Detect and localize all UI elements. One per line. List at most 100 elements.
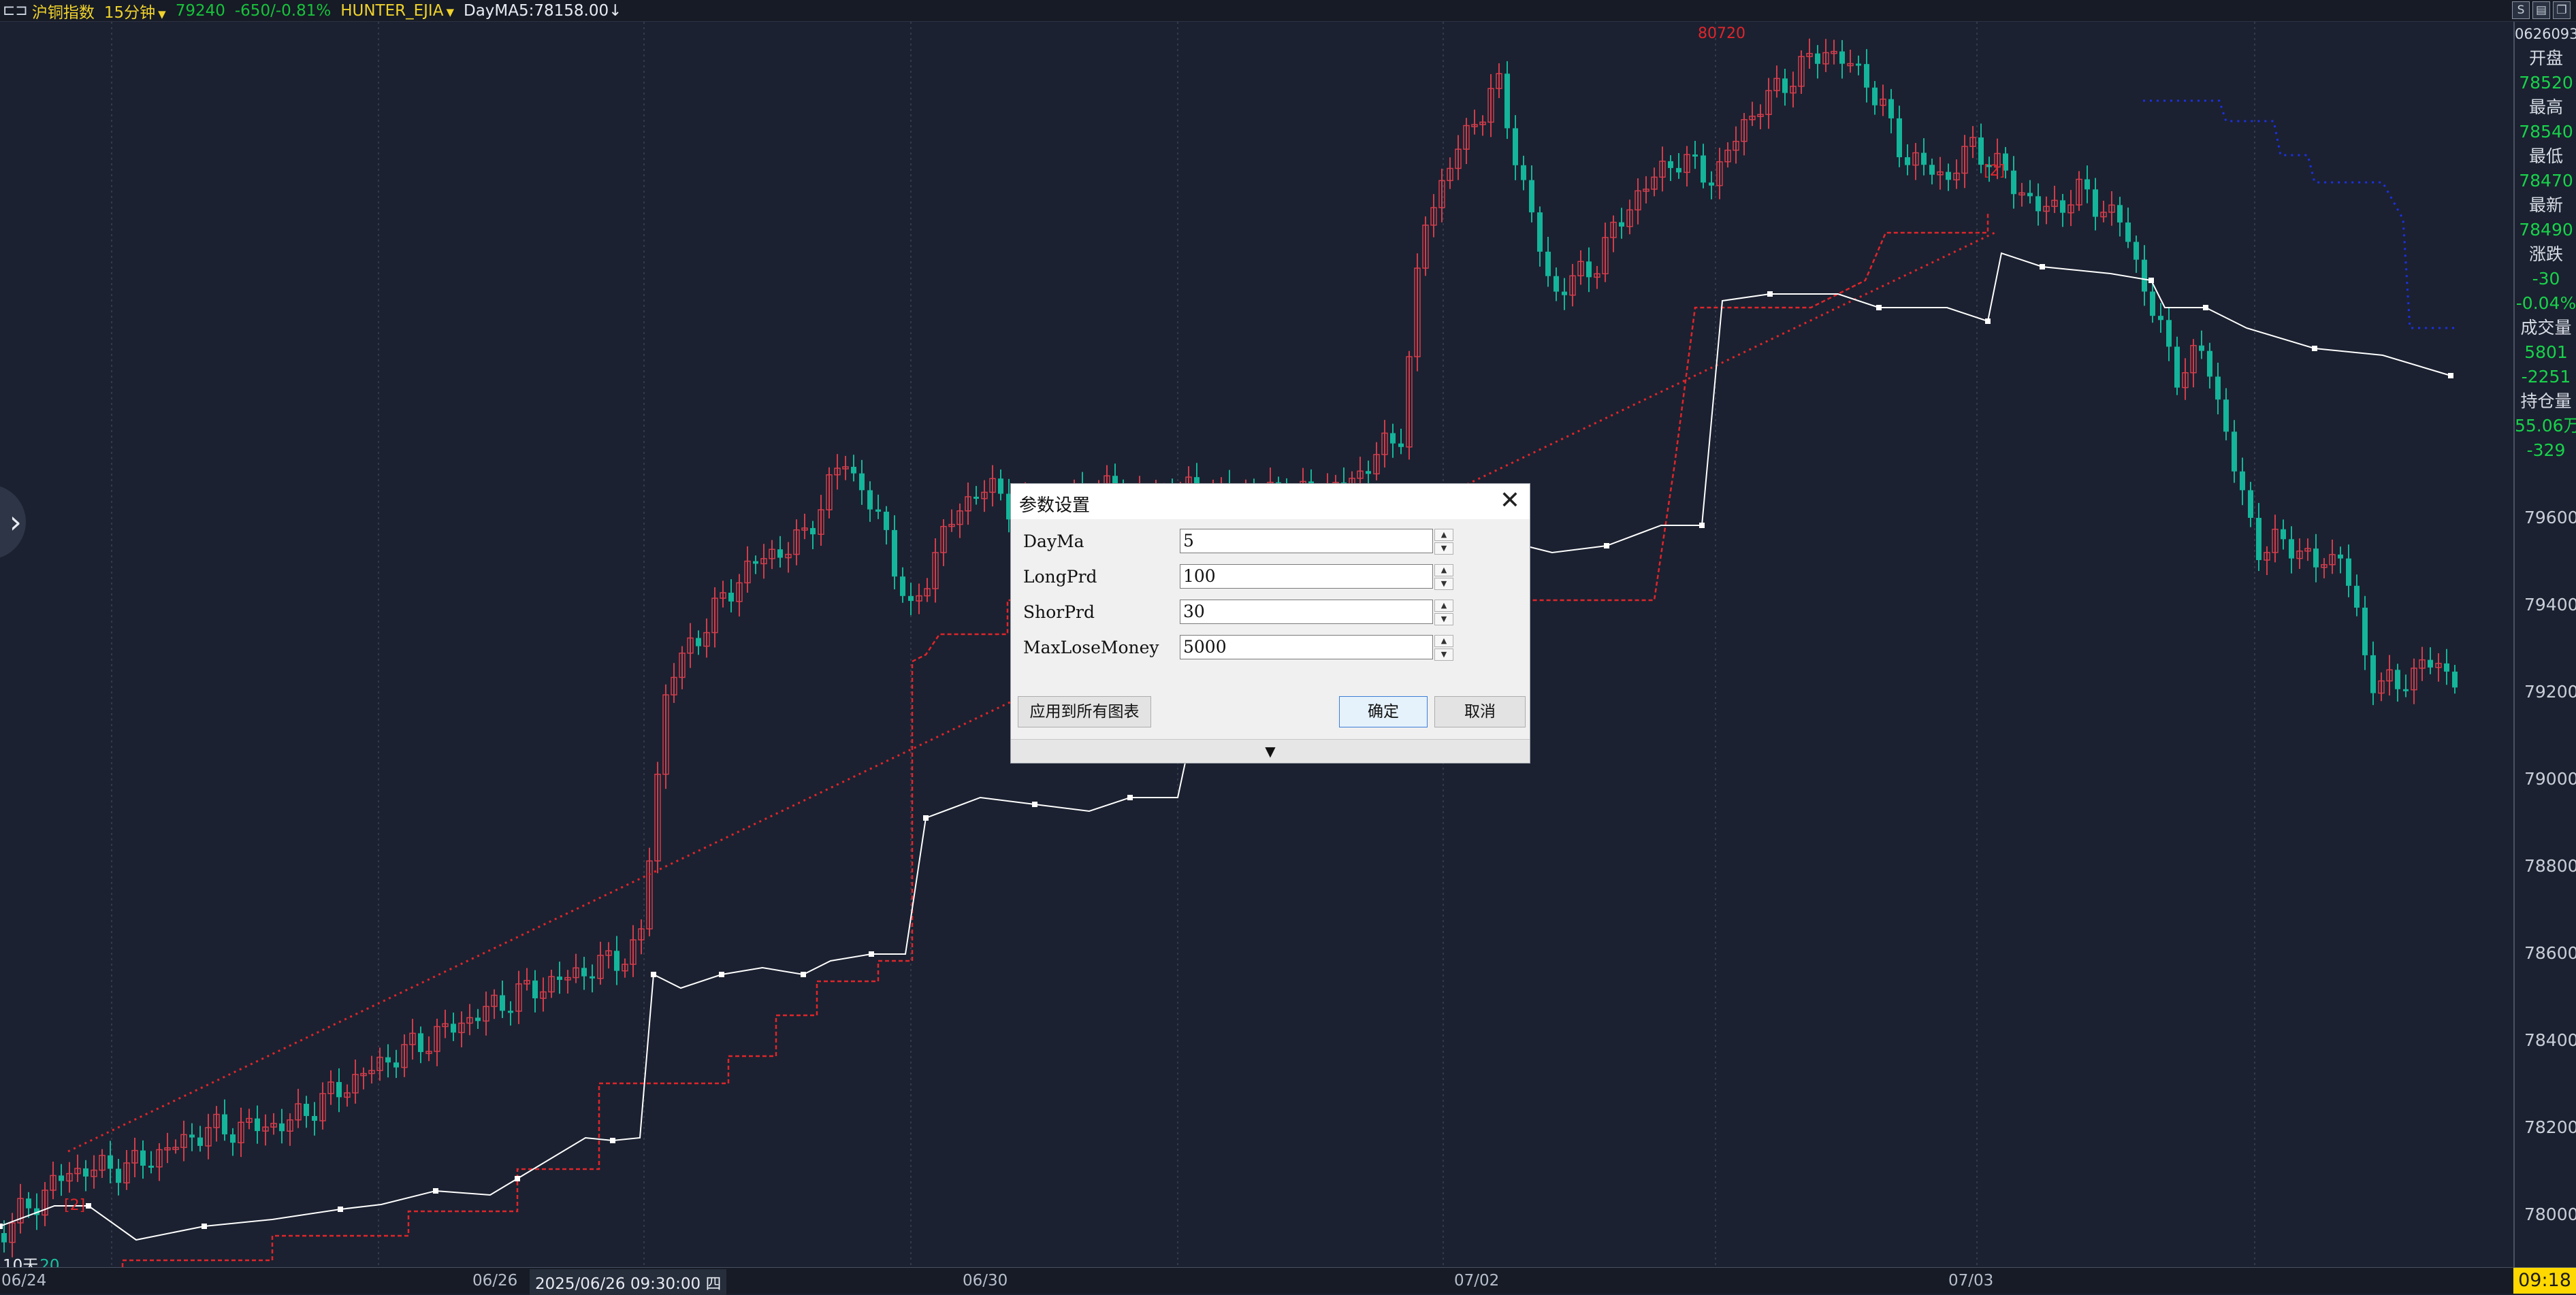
close-icon[interactable]: ✕ — [1499, 487, 1520, 514]
quote-value: -30 — [2532, 269, 2560, 289]
dialog-titlebar[interactable]: 参数设置 ✕ — [1011, 484, 1530, 519]
blue-stop-line — [2143, 99, 2458, 329]
date-label: 06/30 — [963, 1272, 1008, 1290]
candle-body — [376, 1056, 383, 1071]
param-value-input[interactable]: 5000 — [1180, 635, 1433, 659]
candle-body — [1463, 125, 1470, 150]
spin-up-icon[interactable]: ▲ — [1434, 529, 1453, 541]
candle-body — [344, 1092, 351, 1098]
spin-up-icon[interactable]: ▲ — [1434, 600, 1453, 612]
candle-body — [728, 592, 734, 602]
candle-body — [2134, 242, 2139, 260]
candle-body — [1006, 493, 1012, 520]
candle-body — [189, 1134, 195, 1138]
candle-body — [1471, 124, 1478, 127]
param-spinner[interactable]: ▲ ▼ — [1434, 635, 1453, 661]
expand-dialog-button[interactable]: ▼ — [1011, 739, 1530, 763]
spin-down-icon[interactable]: ▼ — [1434, 649, 1453, 661]
candle-body — [2018, 192, 2025, 196]
candle-body — [932, 552, 939, 589]
candle-body — [108, 1155, 113, 1169]
candle-body — [1692, 154, 1698, 157]
candle-body — [91, 1169, 97, 1177]
candle-body — [434, 1026, 440, 1052]
candle-body — [1978, 137, 1984, 165]
ok-button[interactable]: 确定 — [1339, 696, 1428, 727]
candle-body — [1602, 237, 1609, 275]
candle-body — [1577, 261, 1584, 277]
candle-body — [2362, 607, 2368, 655]
param-value-input[interactable]: 30 — [1180, 600, 1433, 624]
layout-icon[interactable]: ▤ — [2532, 1, 2550, 19]
param-row: DayMa 5 ▲ ▼ — [1011, 529, 1530, 556]
candle-body — [2060, 200, 2065, 213]
candle-body — [1447, 167, 1453, 182]
param-value-input[interactable]: 5 — [1180, 529, 1433, 553]
candle-body — [900, 576, 905, 596]
candle-body — [687, 637, 694, 654]
candle-body — [646, 860, 653, 930]
param-value-input[interactable]: 100 — [1180, 564, 1433, 589]
candle-body — [1961, 146, 1968, 174]
period-selector[interactable]: 15分钟 ▼ — [104, 0, 166, 22]
candle-body — [1953, 172, 1960, 181]
candle-body — [156, 1149, 163, 1168]
candle-body — [2256, 517, 2261, 561]
candle-body — [2435, 663, 2442, 668]
apply-all-button[interactable]: 应用到所有图表 — [1018, 696, 1151, 727]
candle-body — [1905, 157, 1910, 165]
strategy-selector[interactable]: HUNTER_EJIA ▼ — [340, 2, 454, 20]
candle-body — [2142, 259, 2147, 292]
expand-sidebar-button[interactable]: › — [0, 485, 26, 559]
candle-body — [2346, 558, 2351, 586]
candle-body — [2199, 345, 2204, 351]
candle-body — [2158, 316, 2163, 321]
top-toolbar: ⊏⊐ 沪铜指数 15分钟 ▼ 79240 -650/-0.81% HUNTER_E… — [0, 0, 2576, 22]
candle-body — [1373, 454, 1380, 475]
candle-body — [336, 1082, 342, 1098]
candle-body — [59, 1175, 64, 1181]
candle-body — [1872, 87, 1878, 105]
spin-down-icon[interactable]: ▼ — [1434, 542, 1453, 555]
candle-body — [1668, 161, 1673, 168]
price-tick-label: 78200 — [2524, 1117, 2576, 1137]
candle-body — [197, 1137, 203, 1146]
candle-body — [1716, 161, 1723, 186]
candle-body — [1422, 225, 1429, 269]
param-spinner[interactable]: ▲ ▼ — [1434, 600, 1453, 625]
candle-body — [9, 1222, 16, 1243]
param-spinner[interactable]: ▲ ▼ — [1434, 564, 1453, 590]
candle-body — [696, 638, 701, 646]
candle-body — [753, 561, 758, 564]
spin-down-icon[interactable]: ▼ — [1434, 578, 1453, 590]
spin-up-icon[interactable]: ▲ — [1434, 635, 1453, 647]
symbol-name[interactable]: 沪铜指数 — [31, 3, 95, 22]
candle-body — [1487, 88, 1494, 123]
candle-body — [973, 496, 979, 499]
s-button[interactable]: S — [2512, 1, 2530, 19]
ma-marker — [2448, 373, 2453, 378]
candle-body — [385, 1057, 391, 1063]
quote-value: 78470 — [2519, 171, 2573, 191]
candle-body — [1831, 50, 1837, 54]
candle-body — [564, 977, 571, 981]
candle-body — [2452, 671, 2458, 688]
param-spinner[interactable]: ▲ ▼ — [1434, 529, 1453, 555]
date-label: 06/26 — [472, 1272, 518, 1290]
candle-body — [1513, 128, 1518, 165]
candle-body — [2125, 222, 2131, 242]
candle-body — [818, 509, 824, 535]
candle-body — [573, 967, 579, 979]
restore-icon[interactable]: ❐ — [2553, 1, 2571, 19]
candle-body — [2035, 196, 2041, 212]
candle-body — [2108, 204, 2115, 213]
candle-body — [74, 1168, 81, 1175]
candle-body — [703, 632, 710, 647]
candle-body — [2313, 548, 2319, 568]
spin-up-icon[interactable]: ▲ — [1434, 564, 1453, 576]
compare-icon[interactable]: ⊏⊐ — [3, 2, 28, 19]
candle-body — [2354, 585, 2360, 608]
cancel-button[interactable]: 取消 — [1434, 696, 1526, 727]
candle-body — [2182, 372, 2189, 389]
spin-down-icon[interactable]: ▼ — [1434, 613, 1453, 625]
